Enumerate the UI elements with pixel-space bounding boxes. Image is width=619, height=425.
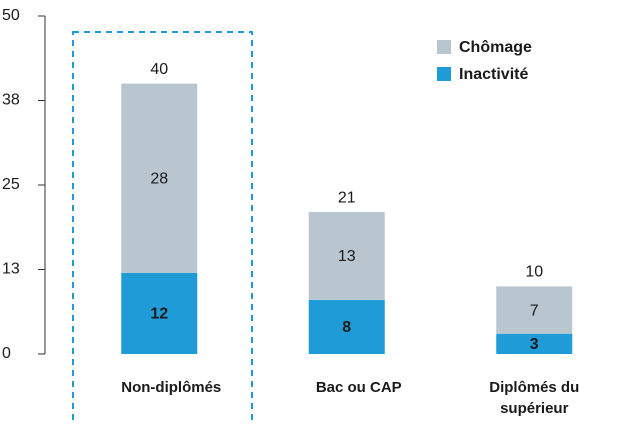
- legend-label: Inactivité: [459, 66, 528, 83]
- x-tick-label: Non-diplômés: [121, 379, 222, 396]
- y-tick-label: 25: [2, 176, 20, 193]
- bar-segment: [496, 286, 573, 334]
- data-label: 28: [150, 170, 168, 187]
- data-label: 8: [342, 319, 351, 336]
- legend-swatch: [437, 40, 451, 54]
- y-tick-label: 38: [2, 92, 20, 109]
- y-tick-label: 0: [2, 345, 11, 362]
- bar-segment: [121, 272, 198, 354]
- bar-segment: [308, 299, 385, 354]
- highlight-box: [72, 31, 253, 425]
- data-label: 7: [530, 302, 539, 319]
- legend-swatch: [437, 67, 451, 81]
- legend-label: Chômage: [459, 39, 532, 56]
- y-tick-label: 50: [2, 7, 20, 24]
- x-tick-label: Bac ou CAP: [315, 379, 402, 396]
- bar-segment: [308, 212, 385, 300]
- x-tick-label: Diplômés du supérieur: [489, 379, 580, 417]
- total-label: 10: [525, 264, 543, 281]
- bar-segment: [496, 333, 573, 354]
- bar-segment: [121, 83, 198, 273]
- data-label: 13: [338, 248, 356, 265]
- data-label: 12: [150, 306, 168, 323]
- total-label: 21: [338, 189, 356, 206]
- data-label: 3: [530, 336, 539, 353]
- y-tick-label: 13: [2, 261, 20, 278]
- total-label: 40: [150, 61, 168, 78]
